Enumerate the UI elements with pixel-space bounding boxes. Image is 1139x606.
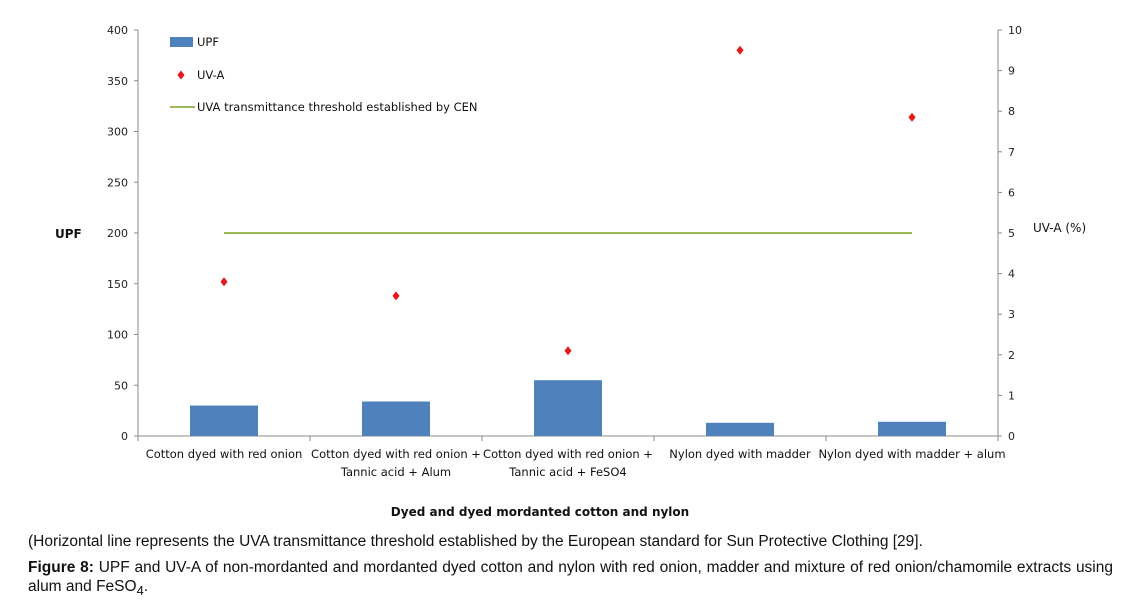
y-tick-label: 0 [121, 430, 128, 443]
y2-tick-label: 3 [1008, 308, 1015, 321]
legend-swatch-upf [170, 37, 193, 47]
legend-label-uva: UV-A [197, 68, 225, 82]
y2-tick-label: 4 [1008, 268, 1015, 281]
bar-upf [534, 380, 602, 436]
point-uva [908, 112, 916, 122]
y-tick-label: 50 [114, 379, 128, 392]
point-uva [564, 346, 572, 356]
y2-tick-label: 2 [1008, 349, 1015, 362]
x-axis-title: Dyed and dyed mordanted cotton and nylon [391, 505, 689, 519]
x-tick-label: Nylon dyed with madder [669, 447, 811, 461]
figure-caption: Figure 8: UPF and UV-A of non-mordanted … [28, 558, 1113, 600]
x-tick-label: Tannic acid + FeSO4 [508, 465, 626, 479]
y2-tick-label: 0 [1008, 430, 1015, 443]
y-tick-label: 150 [107, 278, 128, 291]
chart-axes [134, 29, 1002, 441]
y2-tick-label: 7 [1008, 146, 1015, 159]
y-tick-label: 350 [107, 75, 128, 88]
legend-label-upf: UPF [197, 35, 219, 49]
y-axis-title: UPF [55, 227, 82, 241]
caption-text: UPF and UV-A of non-mordanted and mordan… [28, 559, 1113, 595]
y-tick-label: 200 [107, 227, 128, 240]
y-tick-label: 400 [107, 24, 128, 37]
x-tick-label: Cotton dyed with red onion + [483, 447, 653, 461]
x-tick-label: Cotton dyed with red onion [146, 447, 303, 461]
point-uva [392, 291, 400, 301]
y-tick-label: 100 [107, 329, 128, 342]
x-tick-label: Nylon dyed with madder + alum [818, 447, 1005, 461]
bar-upf [190, 405, 258, 436]
figure-label: Figure 8: [28, 559, 94, 576]
scatter-series-uva [220, 45, 916, 356]
chart: 0 50 100 150 200 250 300 350 400 0 1 2 3 4 5 6 7 8 9 10 Cott… [55, 24, 1086, 519]
point-uva [736, 45, 744, 55]
caption-end: . [143, 578, 149, 595]
chart-legend: UPF UV-A UVA transmittance threshold estab… [170, 35, 478, 114]
y2-axis-title: UV-A (%) [1033, 221, 1086, 235]
bar-series-upf [190, 380, 946, 436]
y2-tick-label: 6 [1008, 186, 1015, 199]
point-uva [220, 277, 228, 287]
bar-upf [878, 421, 946, 436]
y2-tick-label: 8 [1008, 105, 1015, 118]
legend-label-threshold: UVA transmittance threshold established … [197, 100, 478, 114]
y-tick-label: 300 [107, 126, 128, 139]
bar-upf [706, 422, 774, 436]
bar-upf [362, 401, 430, 436]
y2-tick-label: 1 [1008, 389, 1015, 402]
y-tick-label: 250 [107, 176, 128, 189]
x-tick-label: Cotton dyed with red onion + [311, 447, 481, 461]
chart-note: (Horizontal line represents the UVA tran… [28, 533, 923, 550]
y2-tick-label: 9 [1008, 65, 1015, 78]
y2-tick-label: 10 [1008, 24, 1022, 37]
caption-subscript: 4 [136, 583, 144, 599]
x-tick-label: Tannic acid + Alum [340, 465, 451, 479]
y2-tick-label: 5 [1008, 227, 1015, 240]
chart-labels: 0 50 100 150 200 250 300 350 400 0 1 2 3 4 5 6 7 8 9 10 Cott… [107, 24, 1022, 479]
legend-swatch-uva [177, 70, 185, 80]
